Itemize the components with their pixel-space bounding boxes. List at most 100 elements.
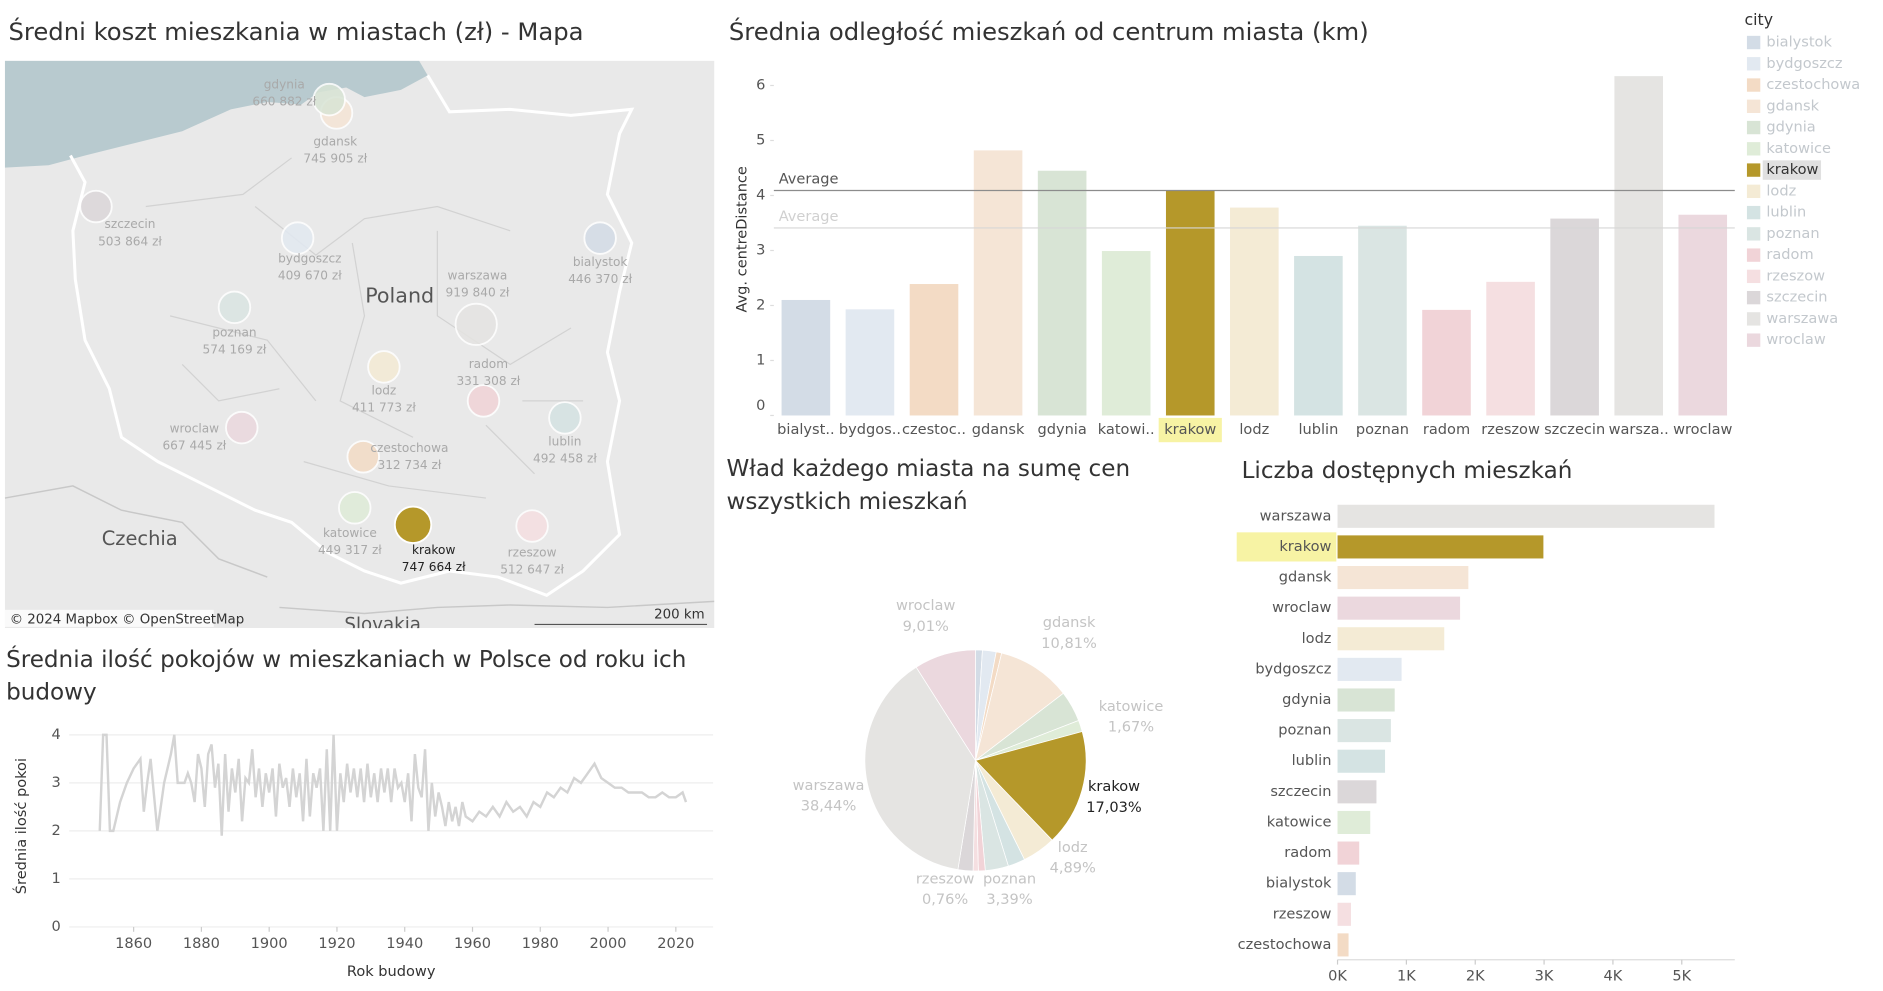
y-tick-label: lublin <box>1292 752 1332 769</box>
legend-swatch <box>1746 35 1761 50</box>
map-city-label: wroclaw <box>170 421 220 435</box>
map-city-label: gdynia <box>264 78 305 92</box>
y-tick-label: czestochowa <box>1238 936 1332 953</box>
legend-swatch <box>1746 184 1761 199</box>
x-tick-label: krakow <box>1164 421 1216 438</box>
pie-slice <box>974 652 1064 762</box>
bar <box>1337 933 1349 957</box>
x-tick-label: 1860 <box>115 935 152 952</box>
map-value-label: 449 317 zł <box>318 543 382 557</box>
pie-slice <box>864 666 976 871</box>
map-value-label: 331 308 zł <box>456 374 520 388</box>
pie-label: poznan <box>983 871 1036 888</box>
legend-label: gdansk <box>1766 97 1819 114</box>
legend-swatch <box>1746 333 1761 347</box>
legend-swatch <box>1746 227 1761 241</box>
attribution-bg <box>4 609 214 627</box>
pie-value-label: 17,03% <box>1086 799 1142 816</box>
x-tick-label: rzeszow <box>1481 421 1540 438</box>
legend-swatch <box>1746 99 1761 113</box>
bar <box>1337 841 1360 865</box>
y-tick-label: gdansk <box>1279 569 1332 586</box>
map-attribution: © 2024 Mapbox © OpenStreetMap <box>10 613 245 628</box>
pie-label: wroclaw <box>896 597 955 614</box>
map-bubble <box>515 509 549 543</box>
x-tick-label: 1900 <box>251 935 288 952</box>
map-city-label: bialystok <box>573 255 628 269</box>
category-highlight <box>1158 417 1222 443</box>
y-tick-label: 2 <box>756 296 765 313</box>
y-tick-label: 4 <box>756 186 765 203</box>
x-tick-label: gdansk <box>972 421 1025 438</box>
x-tick-label: 4K <box>1604 968 1623 985</box>
map-place-label: Poland <box>365 283 434 307</box>
y-tick-label: 1 <box>756 351 765 368</box>
map-value-label: 747 664 zł <box>402 560 466 574</box>
pie-label: warszawa <box>793 777 865 794</box>
map-city-label: katowice <box>323 526 377 540</box>
legend-label: szczecin <box>1766 289 1827 306</box>
bar <box>1337 627 1445 651</box>
map-bubble <box>225 410 259 445</box>
map-bubble <box>454 302 498 346</box>
y-tick-label: 0 <box>756 397 765 414</box>
bar <box>1337 504 1715 528</box>
bar <box>1294 255 1343 416</box>
map-city-label: poznan <box>212 325 256 339</box>
y-tick-label: wroclaw <box>1272 599 1331 616</box>
bar <box>1486 281 1535 416</box>
legend-label: rzeszow <box>1766 267 1825 284</box>
x-tick-label: warsza.. <box>1609 421 1669 438</box>
y-tick-label: bialystok <box>1266 875 1332 892</box>
x-tick-label: lublin <box>1298 421 1338 438</box>
x-tick-label: gdynia <box>1037 421 1086 438</box>
x-tick-label: 2020 <box>657 935 694 952</box>
y-tick-label: 1 <box>51 870 60 887</box>
bar <box>1337 902 1351 926</box>
y-tick-label: gdynia <box>1282 691 1331 708</box>
legend-label: krakow <box>1766 161 1818 178</box>
map-bubble <box>466 384 501 418</box>
map-bubble <box>393 505 433 544</box>
legend-label: czestochowa <box>1766 76 1860 93</box>
x-tick-label: poznan <box>1356 421 1409 438</box>
x-tick-label: 1880 <box>183 935 220 952</box>
map-bubble <box>280 221 315 255</box>
bar <box>1358 225 1407 416</box>
map-city-label: szczecin <box>105 217 156 231</box>
bar <box>1614 76 1663 416</box>
reference-label: Average <box>779 171 839 188</box>
pie-label: lodz <box>1058 839 1088 856</box>
legend-swatch <box>1746 312 1761 326</box>
y-tick-label: lodz <box>1302 630 1332 647</box>
map-value-label: 574 169 zł <box>203 342 267 356</box>
pie-slice <box>974 731 1087 841</box>
bar <box>1337 596 1461 620</box>
map-value-label: 745 905 zł <box>303 152 367 166</box>
bar <box>1337 535 1544 559</box>
x-tick-label: 1980 <box>522 935 559 952</box>
bar <box>1337 657 1402 681</box>
y-tick-label: szczecin <box>1270 783 1331 800</box>
y-tick-label: radom <box>1284 844 1331 861</box>
x-tick-label: 5K <box>1672 968 1691 985</box>
map-value-label: 492 458 zł <box>533 452 597 466</box>
legend-swatch <box>1746 163 1761 177</box>
bar <box>1165 190 1215 416</box>
reference-label: Average <box>779 208 839 225</box>
line-series <box>98 733 688 836</box>
legend-label: bydgoszcz <box>1766 55 1842 72</box>
pie-value-label: 38,44% <box>801 798 857 815</box>
pie-label: katowice <box>1099 698 1164 715</box>
y-tick-label: 6 <box>756 76 765 93</box>
x-tick-label: wroclaw <box>1673 421 1732 438</box>
bar <box>973 150 1023 416</box>
bar <box>1101 251 1151 416</box>
x-tick-label: 1K <box>1397 968 1416 985</box>
pie-slice <box>915 649 976 762</box>
y-tick-label: 4 <box>51 726 60 743</box>
map-city-label: krakow <box>412 543 455 557</box>
map-city-label: warszawa <box>448 268 508 282</box>
bar <box>1337 810 1371 834</box>
